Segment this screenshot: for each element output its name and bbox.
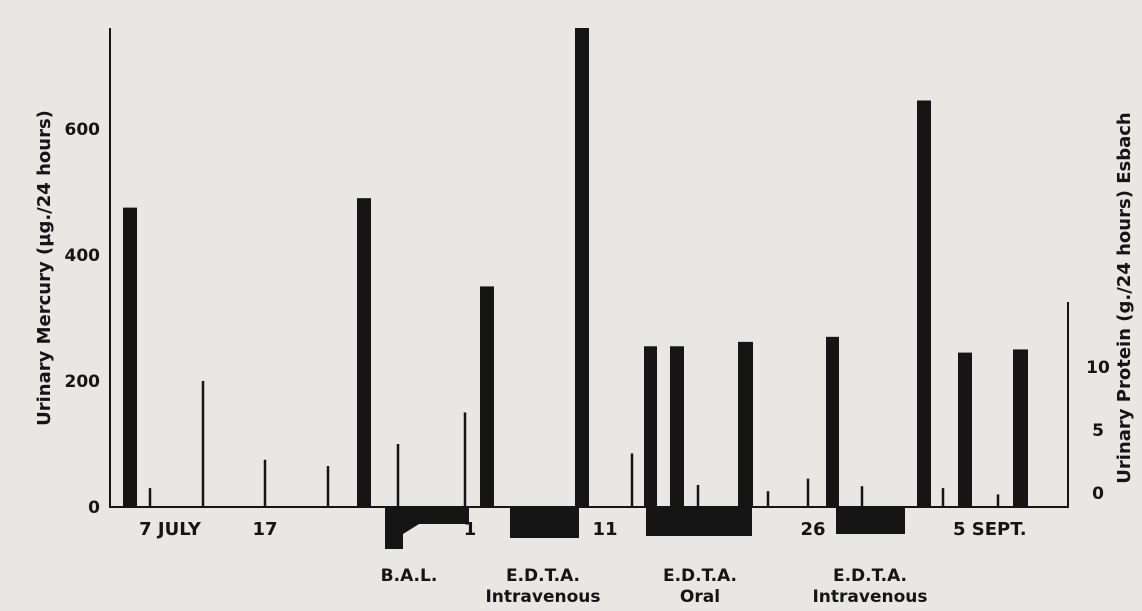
protein-line	[148, 488, 152, 507]
treatment-label: E.D.T.A.	[506, 566, 580, 586]
x-tick-label: 1	[464, 519, 477, 540]
y-axis-right-title: Urinary Protein (g./24 hours) Esbach	[1114, 112, 1135, 483]
protein-line	[806, 478, 810, 507]
x-tick-label: 7 JULY	[139, 519, 202, 540]
protein-line	[696, 484, 700, 507]
protein-line	[630, 453, 634, 507]
mercury-bar	[123, 207, 137, 507]
protein-line	[996, 494, 1000, 507]
mercury-bar	[480, 286, 494, 507]
mercury-bar	[670, 346, 684, 507]
protein-line	[326, 466, 330, 507]
treatment-label: E.D.T.A.	[663, 566, 737, 586]
protein-line	[941, 488, 945, 507]
protein-line	[463, 412, 467, 507]
y-left-tick-label: 400	[65, 246, 101, 266]
treatment-label: Intravenous	[485, 587, 600, 607]
y-right-tick-label: 0	[1092, 484, 1104, 504]
x-tick-label: 17	[252, 519, 277, 540]
treatment-label: B.A.L.	[381, 566, 438, 586]
x-tick-label: 11	[592, 519, 617, 540]
treatment-label: Oral	[680, 587, 720, 607]
mercury-bar	[357, 198, 371, 507]
protein-line	[201, 380, 205, 507]
y-left-tick-label: 200	[65, 372, 101, 392]
y-axis-left-title: Urinary Mercury (µg./24 hours)	[34, 110, 55, 426]
treatment-label: E.D.T.A.	[833, 566, 907, 586]
y-left-tick-label: 600	[65, 120, 101, 140]
mercury-bar	[575, 28, 589, 507]
y-left-tick-label: 0	[88, 498, 100, 518]
protein-line	[766, 491, 770, 507]
protein-line	[396, 443, 400, 507]
protein-line	[263, 459, 267, 507]
y-right-tick-label: 5	[1092, 421, 1104, 441]
treatment-label: Intravenous	[812, 587, 927, 607]
treatment-block	[646, 507, 752, 536]
mercury-bar	[644, 346, 657, 507]
x-tick-label: 26	[800, 519, 825, 540]
mercury-bar	[958, 352, 972, 507]
treatment-block	[836, 507, 905, 534]
protein-line	[860, 486, 864, 507]
mercury-bar	[917, 100, 931, 508]
treatment-block	[385, 507, 469, 549]
y-right-tick-label: 10	[1086, 358, 1110, 378]
mercury-bar	[826, 336, 839, 507]
x-tick-label: 5 SEPT.	[953, 519, 1027, 540]
mercury-bar	[738, 341, 753, 507]
mercury-bar	[1013, 349, 1028, 507]
treatment-block	[510, 507, 579, 538]
